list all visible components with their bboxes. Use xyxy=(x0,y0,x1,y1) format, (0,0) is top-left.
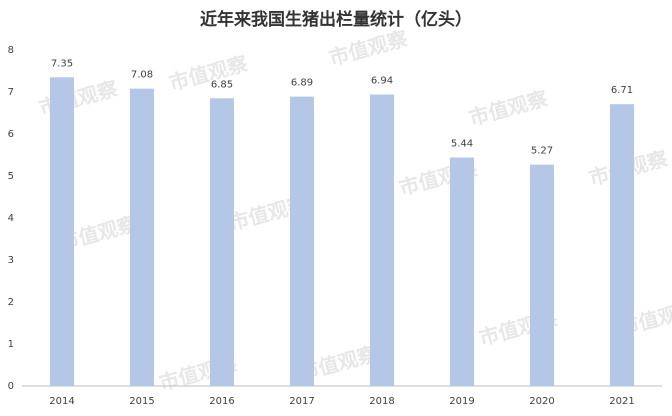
bar xyxy=(210,98,234,387)
data-label: 7.08 xyxy=(131,70,153,81)
y-tick-label: 2 xyxy=(8,297,14,308)
bar xyxy=(530,164,554,386)
x-tick-label: 2019 xyxy=(449,396,474,407)
watermark: 市值观察 xyxy=(167,51,251,95)
bar xyxy=(50,77,74,387)
watermark: 市值观察 xyxy=(327,26,411,70)
bar xyxy=(290,96,314,387)
y-tick-label: 4 xyxy=(8,213,14,224)
y-tick-label: 5 xyxy=(8,171,14,182)
data-label: 6.89 xyxy=(291,78,313,89)
x-tick-label: 2020 xyxy=(529,396,554,407)
x-tick-label: 2017 xyxy=(289,396,314,407)
data-label: 5.27 xyxy=(531,146,553,157)
x-tick-label: 2021 xyxy=(609,396,634,407)
data-label: 5.44 xyxy=(451,139,473,150)
x-tick-label: 2015 xyxy=(129,396,154,407)
chart-title: 近年来我国生猪出栏量统计（亿头） xyxy=(200,9,472,30)
y-tick-label: 3 xyxy=(8,255,14,266)
x-tick-label: 2014 xyxy=(49,396,74,407)
y-tick-label: 7 xyxy=(8,87,14,98)
data-label: 6.94 xyxy=(371,76,393,87)
x-tick-label: 2016 xyxy=(209,396,234,407)
bar xyxy=(130,88,154,386)
y-tick-label: 6 xyxy=(8,129,14,140)
y-tick-label: 0 xyxy=(8,381,14,392)
bar xyxy=(610,104,634,387)
y-tick-label: 8 xyxy=(8,45,14,56)
watermark: 市值观察 xyxy=(467,86,551,130)
bar xyxy=(450,157,474,386)
watermark: 市值观察 xyxy=(37,76,121,120)
data-label: 6.85 xyxy=(211,79,233,90)
bar xyxy=(370,94,394,387)
x-tick-label: 2018 xyxy=(369,396,394,407)
data-label: 6.71 xyxy=(611,85,633,96)
data-label: 7.35 xyxy=(51,58,73,69)
y-tick-label: 1 xyxy=(8,339,14,350)
